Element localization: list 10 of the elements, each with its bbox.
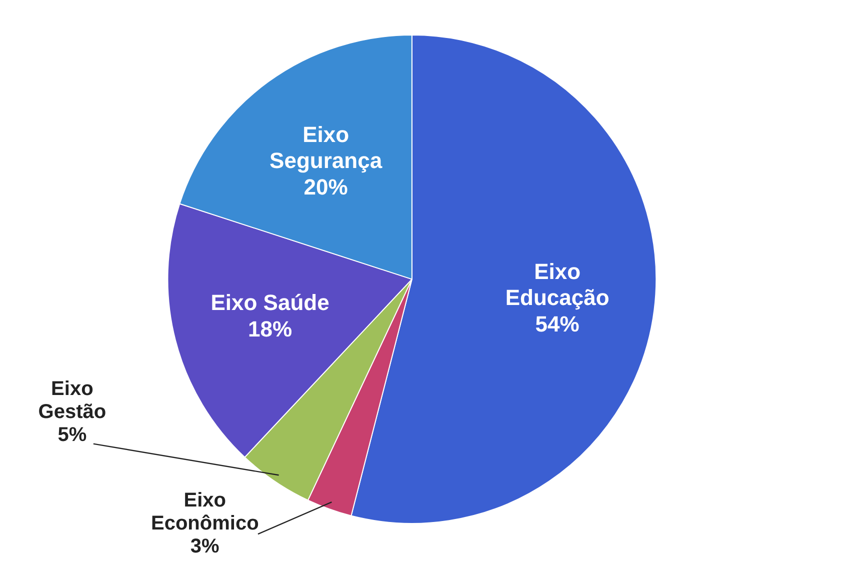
data-label: 54% — [535, 311, 580, 336]
slice-label: Eixo Saúde — [210, 290, 330, 316]
slice-label: Eixo Econômico — [150, 489, 259, 534]
data-label: 5% — [58, 424, 87, 446]
slice-label: Eixo Gestão — [38, 378, 106, 423]
slice-label: Eixo Educação — [505, 258, 610, 310]
data-label: 18% — [248, 316, 292, 342]
data-label: 20% — [304, 174, 348, 200]
slice-label: Eixo Segurança — [270, 122, 383, 174]
data-label: 3% — [190, 536, 220, 558]
